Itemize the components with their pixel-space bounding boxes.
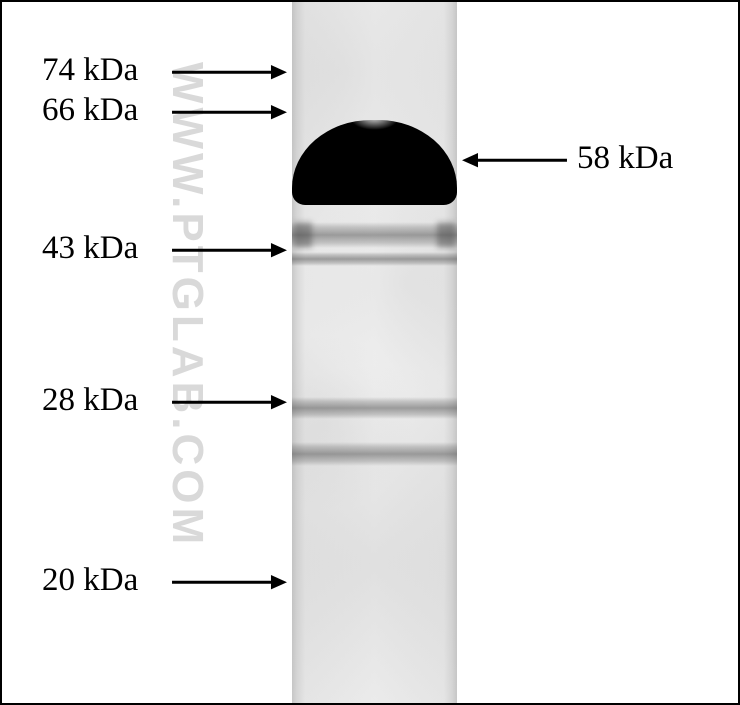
marker-label-left: 66 kDa [42,92,138,129]
gel-lane [292,2,457,703]
marker-arrow [172,239,287,261]
marker-label-left: 74 kDa [42,52,138,89]
faint-band-2 [292,252,457,266]
marker-label-right: 58 kDa [577,140,673,177]
marker-arrow [172,571,287,593]
marker-arrow [172,391,287,413]
marker-arrow [462,149,567,171]
faint-band-4 [292,442,457,466]
watermark-text: WWW.PTGLAB.COM [162,62,212,548]
marker-label-left: 43 kDa [42,230,138,267]
marker-label-left: 20 kDa [42,562,138,599]
faint-band-1 [292,222,457,248]
marker-arrow [172,61,287,83]
marker-label-left: 28 kDa [42,382,138,419]
marker-arrow [172,101,287,123]
faint-band-3 [292,397,457,419]
